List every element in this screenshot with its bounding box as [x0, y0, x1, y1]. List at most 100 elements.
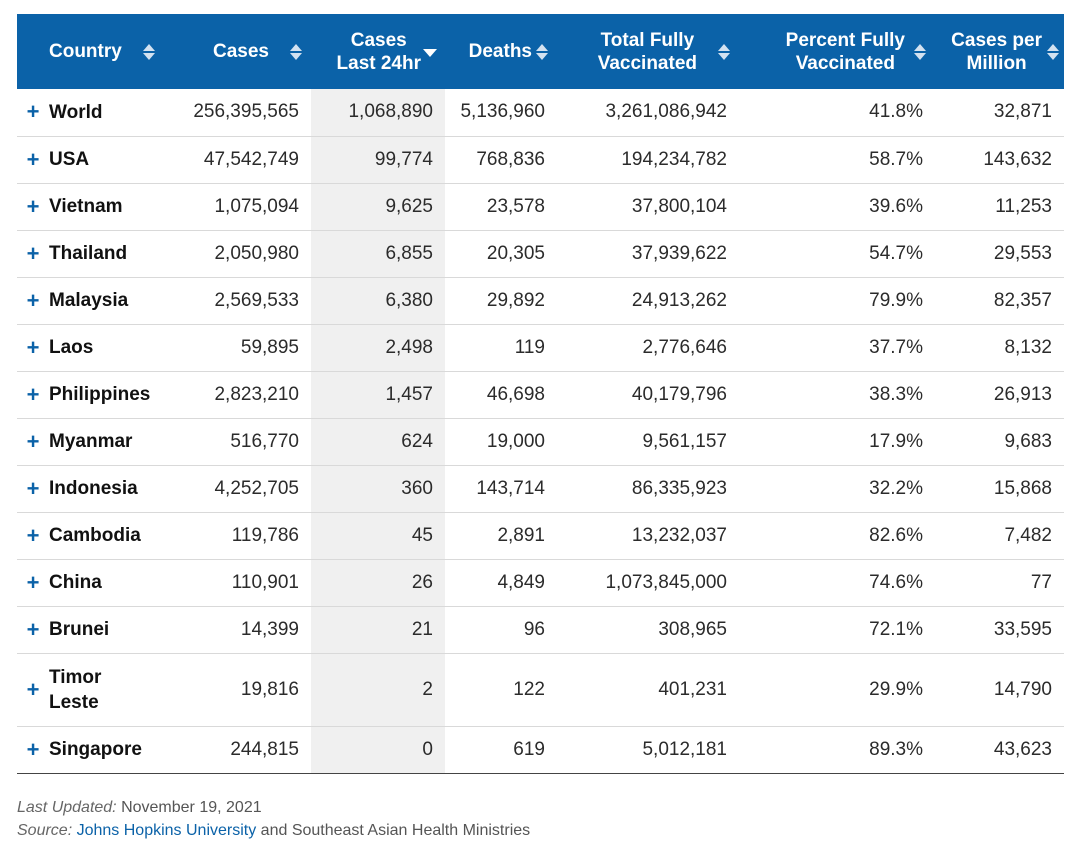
percent-vaccinated-cell: 79.9%	[869, 289, 923, 311]
header-cases-per-million-label: Cases per Million	[951, 29, 1042, 74]
deaths-cell: 23,578	[486, 195, 545, 217]
expand-row-icon[interactable]: +	[26, 475, 40, 501]
cases-24hr-cell: 6,380	[311, 277, 445, 324]
expand-row-icon[interactable]: +	[26, 569, 40, 595]
header-deaths[interactable]: Deaths	[445, 14, 557, 89]
table-row[interactable]: + Indonesia 4,252,705 360 143,714 86,335,923 3…	[17, 465, 1064, 512]
table-row[interactable]: + Vietnam 1,075,094 9,625 23,578 37,800,104 39…	[17, 183, 1064, 230]
cases-24hr-cell: 45	[311, 512, 445, 559]
expand-row-icon[interactable]: +	[26, 676, 40, 702]
cases-cell: 2,569,533	[214, 289, 299, 311]
table-row[interactable]: + Singapore 244,815 0 619 5,012,181 89.3% 43,62…	[17, 726, 1064, 773]
expand-row-icon[interactable]: +	[26, 240, 40, 266]
source-label: Source:	[17, 822, 73, 839]
expand-row-icon[interactable]: +	[26, 334, 40, 360]
covid-table-container: Country Cases Cases Last 24hr Deaths Tota…	[17, 14, 1064, 774]
percent-vaccinated-cell: 74.6%	[869, 571, 923, 593]
table-row[interactable]: + Myanmar 516,770 624 19,000 9,561,157 17.9% 9,…	[17, 418, 1064, 465]
country-cell: Thailand	[49, 243, 128, 264]
percent-vaccinated-cell: 41.8%	[869, 101, 923, 123]
percent-vaccinated-cell: 72.1%	[869, 618, 923, 640]
deaths-cell: 19,000	[486, 430, 545, 452]
table-row[interactable]: + Thailand 2,050,980 6,855 20,305 37,939,622 5…	[17, 230, 1064, 277]
deaths-cell: 2,891	[497, 524, 545, 546]
deaths-cell: 46,698	[486, 383, 545, 405]
total-vaccinated-cell: 1,073,845,000	[605, 571, 727, 593]
table-row[interactable]: + Malaysia 2,569,533 6,380 29,892 24,913,262 7…	[17, 277, 1064, 324]
cases-cell: 2,050,980	[214, 242, 299, 264]
cases-cell: 2,823,210	[214, 383, 299, 405]
cases-per-million-cell: 26,913	[993, 383, 1052, 405]
table-row[interactable]: + China 110,901 26 4,849 1,073,845,000 74.6% 77	[17, 559, 1064, 606]
source-link[interactable]: Johns Hopkins University	[76, 822, 257, 839]
header-cases-per-million[interactable]: Cases per Million	[935, 14, 1064, 89]
cases-24hr-cell: 2	[311, 653, 445, 726]
total-vaccinated-cell: 37,800,104	[631, 195, 727, 217]
deaths-cell: 4,849	[497, 571, 545, 593]
sort-icon	[142, 43, 156, 61]
last-updated-label: Last Updated:	[17, 799, 117, 816]
header-country[interactable]: Country	[49, 14, 182, 89]
table-row[interactable]: + USA 47,542,749 99,774 768,836 194,234,782 58…	[17, 136, 1064, 183]
table-row[interactable]: + World 256,395,565 1,068,890 5,136,960 3,261…	[17, 89, 1064, 136]
country-cell: Philippines	[49, 384, 151, 405]
header-total-vaccinated[interactable]: Total Fully Vaccinated	[557, 14, 739, 89]
expand-row-icon[interactable]: +	[26, 381, 40, 407]
sort-icon	[913, 43, 927, 61]
cases-cell: 19,816	[240, 678, 299, 700]
sort-icon	[535, 43, 549, 61]
deaths-cell: 20,305	[486, 242, 545, 264]
table-row[interactable]: + Timor Leste 19,816 2 122 401,231 29.9% 14,790	[17, 653, 1064, 726]
cases-per-million-cell: 14,790	[993, 678, 1052, 700]
header-cases-24hr[interactable]: Cases Last 24hr	[311, 14, 445, 89]
header-country-label: Country	[49, 41, 122, 62]
table-row[interactable]: + Philippines 2,823,210 1,457 46,698 40,179,7…	[17, 371, 1064, 418]
cases-per-million-cell: 143,632	[983, 148, 1052, 170]
country-cell: China	[49, 572, 102, 593]
expand-row-icon[interactable]: +	[26, 287, 40, 313]
expand-row-icon[interactable]: +	[26, 99, 40, 125]
percent-vaccinated-cell: 37.7%	[869, 336, 923, 358]
expand-row-icon[interactable]: +	[26, 522, 40, 548]
percent-vaccinated-cell: 54.7%	[869, 242, 923, 264]
expand-column-header	[17, 14, 49, 89]
total-vaccinated-cell: 401,231	[658, 678, 727, 700]
country-cell: USA	[49, 149, 90, 170]
cases-per-million-cell: 43,623	[993, 738, 1052, 760]
table-row[interactable]: + Laos 59,895 2,498 119 2,776,646 37.7% 8,132	[17, 324, 1064, 371]
deaths-cell: 96	[523, 618, 545, 640]
cases-per-million-cell: 77	[1030, 571, 1052, 593]
table-row[interactable]: + Brunei 14,399 21 96 308,965 72.1% 33,595	[17, 606, 1064, 653]
cases-cell: 244,815	[230, 738, 299, 760]
expand-row-icon[interactable]: +	[26, 616, 40, 642]
header-cases[interactable]: Cases	[182, 14, 311, 89]
cases-per-million-cell: 11,253	[995, 195, 1052, 217]
expand-row-icon[interactable]: +	[26, 428, 40, 454]
table-body: + World 256,395,565 1,068,890 5,136,960 3,261…	[17, 89, 1064, 773]
expand-row-icon[interactable]: +	[26, 736, 40, 762]
cases-24hr-cell: 360	[311, 465, 445, 512]
cases-24hr-cell: 26	[311, 559, 445, 606]
expand-row-icon[interactable]: +	[26, 193, 40, 219]
cases-per-million-cell: 82,357	[993, 289, 1052, 311]
deaths-cell: 768,836	[476, 148, 545, 170]
last-updated-value: November 19, 2021	[121, 799, 262, 816]
cases-24hr-cell: 2,498	[311, 324, 445, 371]
country-cell: Laos	[49, 337, 94, 358]
expand-row-icon[interactable]: +	[26, 146, 40, 172]
header-cases-24hr-label: Cases Last 24hr	[336, 29, 421, 74]
header-percent-vaccinated[interactable]: Percent Fully Vaccinated	[739, 14, 935, 89]
percent-vaccinated-cell: 32.2%	[869, 477, 923, 499]
total-vaccinated-cell: 24,913,262	[631, 289, 727, 311]
cases-24hr-cell: 6,855	[311, 230, 445, 277]
cases-per-million-cell: 33,595	[993, 618, 1052, 640]
country-cell: Malaysia	[49, 290, 129, 311]
table-row[interactable]: + Cambodia 119,786 45 2,891 13,232,037 82.6% 7,…	[17, 512, 1064, 559]
cases-24hr-cell: 1,068,890	[311, 89, 445, 136]
total-vaccinated-cell: 13,232,037	[631, 524, 727, 546]
percent-vaccinated-cell: 89.3%	[869, 738, 923, 760]
total-vaccinated-cell: 37,939,622	[631, 242, 727, 264]
cases-per-million-cell: 9,683	[1004, 430, 1052, 452]
cases-24hr-cell: 0	[311, 726, 445, 773]
cases-cell: 256,395,565	[193, 101, 299, 123]
